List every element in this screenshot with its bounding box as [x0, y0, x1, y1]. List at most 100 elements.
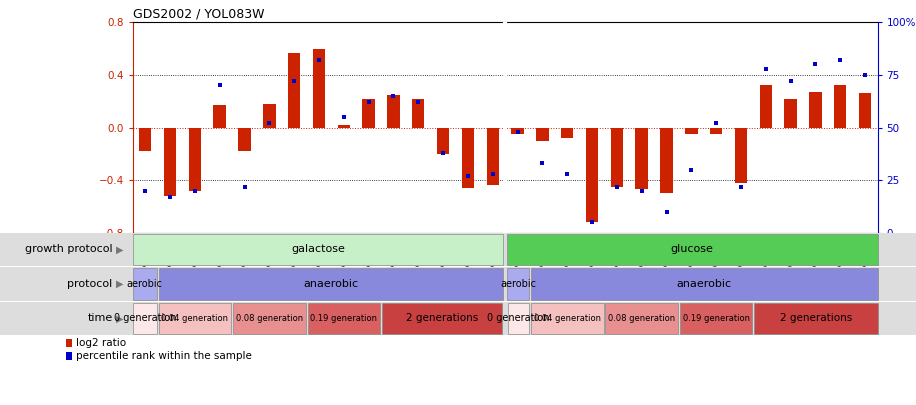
Bar — [735, 128, 747, 183]
Bar — [710, 128, 723, 134]
Text: 0.04 generation: 0.04 generation — [161, 314, 228, 323]
Text: 2 generations: 2 generations — [406, 313, 478, 323]
Bar — [338, 125, 350, 128]
Text: 0.08 generation: 0.08 generation — [608, 314, 675, 323]
Bar — [660, 128, 672, 194]
Text: 0.19 generation: 0.19 generation — [311, 314, 377, 323]
Bar — [213, 105, 226, 128]
Bar — [263, 104, 276, 128]
Bar — [859, 93, 871, 128]
Bar — [611, 128, 623, 187]
Bar — [288, 53, 300, 128]
Bar — [238, 128, 251, 151]
Bar — [784, 99, 797, 128]
Point — [758, 65, 773, 72]
Bar — [308, 303, 380, 334]
Text: aerobic: aerobic — [126, 279, 163, 289]
Text: aerobic: aerobic — [500, 279, 536, 289]
Text: 0 generation: 0 generation — [487, 313, 550, 323]
Bar — [133, 268, 157, 300]
Bar — [133, 234, 504, 265]
Bar — [511, 128, 524, 134]
Bar — [387, 95, 399, 128]
Text: 0 generation: 0 generation — [114, 313, 176, 323]
Bar — [139, 128, 151, 151]
Bar — [531, 268, 878, 300]
Bar — [382, 303, 502, 334]
Bar — [158, 303, 231, 334]
Point — [660, 209, 674, 215]
Bar — [189, 128, 202, 191]
Bar — [680, 303, 753, 334]
Bar — [531, 303, 604, 334]
Text: 2 generations: 2 generations — [780, 313, 852, 323]
Text: percentile rank within the sample: percentile rank within the sample — [75, 351, 252, 361]
Bar — [164, 128, 176, 196]
Point — [609, 183, 624, 190]
Point — [387, 93, 401, 99]
Bar — [158, 268, 504, 300]
Point — [783, 78, 798, 85]
Point — [411, 99, 426, 106]
Point — [163, 194, 178, 200]
Point — [560, 171, 574, 177]
Bar — [363, 99, 375, 128]
Bar — [437, 128, 450, 154]
Bar — [636, 128, 648, 190]
Point — [287, 78, 301, 85]
Point — [709, 120, 724, 127]
Bar — [462, 128, 474, 188]
Bar — [586, 128, 598, 222]
Bar — [759, 85, 772, 128]
Text: ▶: ▶ — [116, 313, 124, 323]
Bar — [507, 234, 878, 265]
Text: ▶: ▶ — [116, 245, 124, 254]
Bar — [412, 99, 424, 128]
Text: galactose: galactose — [291, 245, 345, 254]
Text: glucose: glucose — [671, 245, 714, 254]
Bar — [312, 49, 325, 128]
Point — [461, 173, 475, 179]
Point — [237, 183, 252, 190]
Text: GDS2002 / YOL083W: GDS2002 / YOL083W — [133, 7, 265, 20]
Bar — [536, 128, 549, 141]
Point — [535, 160, 550, 166]
Bar — [233, 303, 306, 334]
Bar — [605, 303, 678, 334]
Text: ▶: ▶ — [116, 279, 124, 289]
Point — [857, 72, 872, 78]
Bar — [507, 268, 529, 300]
Point — [734, 183, 748, 190]
Text: growth protocol: growth protocol — [25, 245, 113, 254]
Bar — [66, 339, 71, 347]
Bar — [561, 128, 573, 138]
Point — [311, 57, 326, 64]
Bar — [755, 303, 878, 334]
Point — [833, 57, 847, 64]
Point — [510, 128, 525, 135]
Bar — [507, 303, 529, 334]
Text: anaerobic: anaerobic — [677, 279, 732, 289]
Text: anaerobic: anaerobic — [303, 279, 358, 289]
Point — [584, 219, 599, 226]
Text: 0.04 generation: 0.04 generation — [534, 314, 601, 323]
Text: 0.19 generation: 0.19 generation — [682, 314, 749, 323]
Point — [138, 188, 153, 194]
Point — [635, 188, 649, 194]
Bar — [133, 303, 157, 334]
Point — [485, 171, 500, 177]
Point — [336, 114, 351, 120]
Point — [684, 166, 699, 173]
Bar — [809, 92, 822, 128]
Text: log2 ratio: log2 ratio — [75, 338, 125, 348]
Text: 0.08 generation: 0.08 generation — [235, 314, 303, 323]
Bar — [685, 128, 698, 134]
Text: protocol: protocol — [68, 279, 113, 289]
Point — [436, 149, 451, 156]
Point — [213, 82, 227, 89]
Text: time: time — [87, 313, 113, 323]
Point — [808, 61, 823, 68]
Point — [361, 99, 376, 106]
Point — [262, 120, 277, 127]
Point — [188, 188, 202, 194]
